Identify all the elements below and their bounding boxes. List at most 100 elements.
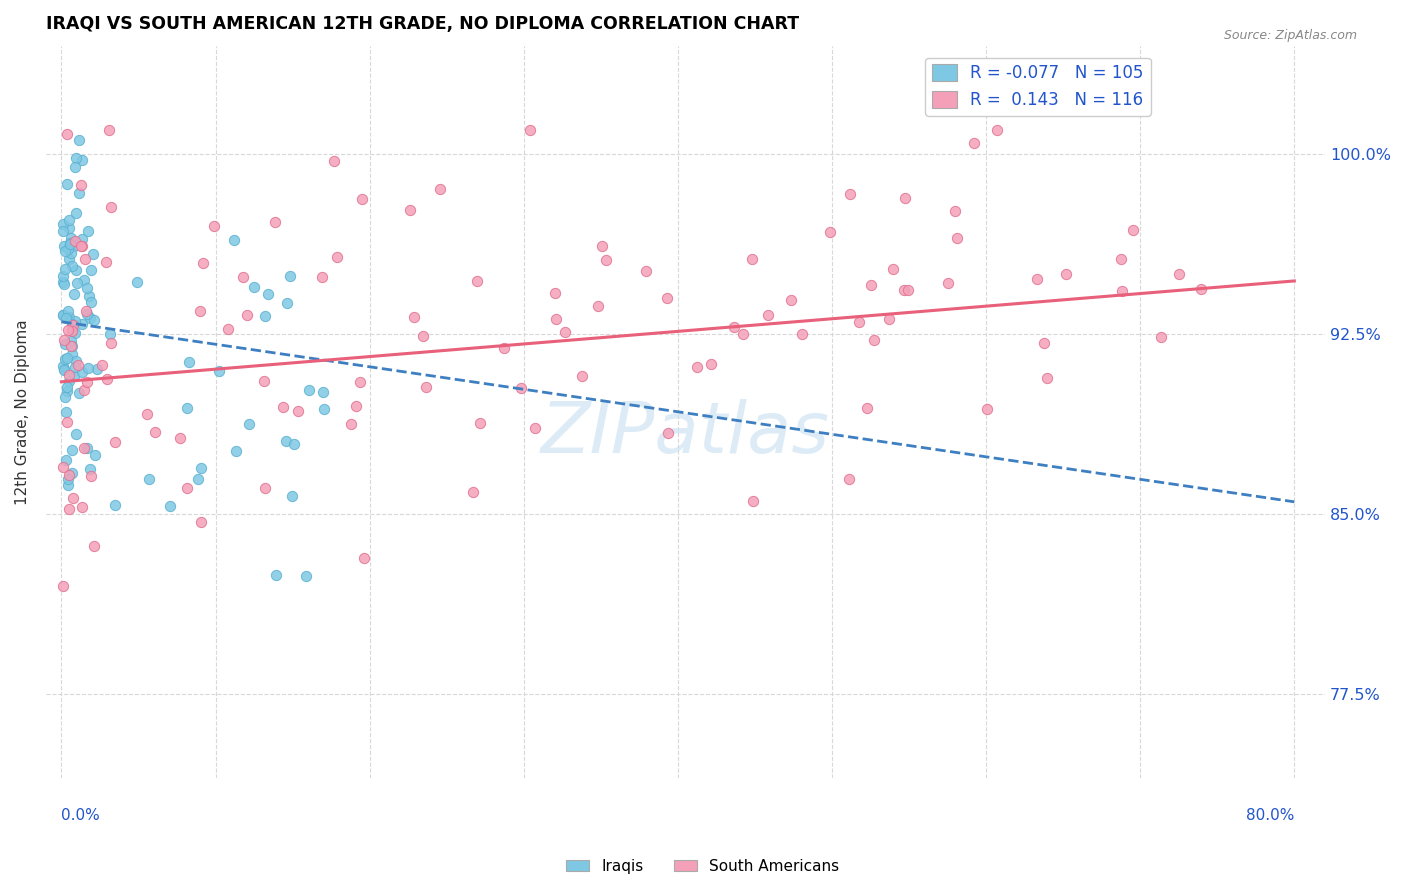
Point — [58, 375, 80, 389]
Point — [253, 481, 276, 495]
Point — [55, 261, 77, 276]
Point — [65, 206, 87, 220]
Point — [53, 362, 76, 376]
Point — [56, 380, 79, 394]
Point — [253, 309, 276, 323]
Point — [59, 237, 82, 252]
Point — [100, 200, 122, 214]
Point — [52, 359, 75, 374]
Point — [52, 217, 75, 231]
Point — [70, 178, 93, 192]
Point — [571, 369, 593, 384]
Point — [67, 358, 90, 372]
Point — [55, 452, 77, 467]
Point — [636, 264, 658, 278]
Point — [860, 278, 883, 293]
Point — [53, 351, 76, 366]
Point — [59, 235, 82, 250]
Point — [543, 286, 565, 301]
Point — [63, 369, 86, 384]
Point — [52, 275, 75, 289]
Point — [52, 460, 75, 475]
Text: IRAQI VS SOUTH AMERICAN 12TH GRADE, NO DIPLOMA CORRELATION CHART: IRAQI VS SOUTH AMERICAN 12TH GRADE, NO D… — [46, 15, 799, 33]
Point — [73, 252, 96, 267]
Point — [62, 318, 84, 332]
Point — [741, 252, 763, 266]
Point — [65, 313, 87, 327]
Point — [65, 426, 87, 441]
Point — [100, 336, 122, 351]
Point — [340, 417, 363, 431]
Point — [83, 313, 105, 327]
Point — [76, 224, 98, 238]
Point — [208, 363, 231, 377]
Point — [461, 485, 484, 500]
Point — [1033, 335, 1056, 350]
Point — [586, 299, 609, 313]
Point — [60, 318, 83, 332]
Point — [281, 489, 304, 503]
Point — [143, 425, 166, 439]
Point — [76, 280, 98, 294]
Legend: R = -0.077   N = 105, R =  0.143   N = 116: R = -0.077 N = 105, R = 0.143 N = 116 — [925, 58, 1150, 116]
Point — [138, 472, 160, 486]
Point — [52, 361, 75, 376]
Text: Source: ZipAtlas.com: Source: ZipAtlas.com — [1223, 29, 1357, 42]
Point — [595, 252, 617, 267]
Point — [238, 417, 260, 432]
Point — [60, 339, 83, 353]
Point — [222, 233, 245, 247]
Point — [943, 204, 966, 219]
Point — [59, 231, 82, 245]
Point — [976, 402, 998, 417]
Point — [897, 283, 920, 297]
Point — [465, 274, 488, 288]
Point — [52, 579, 75, 593]
Point — [56, 384, 79, 398]
Point — [79, 461, 101, 475]
Text: 80.0%: 80.0% — [1246, 808, 1295, 823]
Text: 0.0%: 0.0% — [62, 808, 100, 823]
Point — [592, 239, 614, 253]
Point — [59, 334, 82, 349]
Point — [56, 242, 79, 256]
Point — [323, 153, 346, 168]
Point — [98, 122, 121, 136]
Point — [202, 219, 225, 233]
Point — [96, 372, 118, 386]
Point — [187, 472, 209, 486]
Text: ZIPatlas: ZIPatlas — [541, 400, 830, 468]
Point — [75, 304, 97, 318]
Point — [136, 407, 159, 421]
Point — [80, 263, 103, 277]
Point — [429, 181, 451, 195]
Point — [780, 293, 803, 308]
Point — [62, 239, 84, 253]
Point — [882, 262, 904, 277]
Point — [60, 259, 83, 273]
Point — [76, 442, 98, 456]
Point — [415, 380, 437, 394]
Point — [963, 136, 986, 150]
Point — [73, 273, 96, 287]
Point — [58, 368, 80, 382]
Point — [67, 133, 90, 147]
Point — [862, 333, 884, 347]
Point — [52, 268, 75, 283]
Point — [127, 276, 149, 290]
Point — [353, 551, 375, 566]
Point — [893, 283, 915, 297]
Point — [274, 434, 297, 448]
Point — [56, 323, 79, 337]
Point — [52, 308, 75, 322]
Point — [53, 337, 76, 351]
Point — [104, 499, 127, 513]
Legend: Iraqis, South Americans: Iraqis, South Americans — [560, 853, 846, 880]
Point — [76, 307, 98, 321]
Point — [52, 308, 75, 322]
Point — [742, 493, 765, 508]
Point — [838, 472, 860, 486]
Point — [232, 270, 254, 285]
Point — [349, 376, 371, 390]
Point — [177, 355, 200, 369]
